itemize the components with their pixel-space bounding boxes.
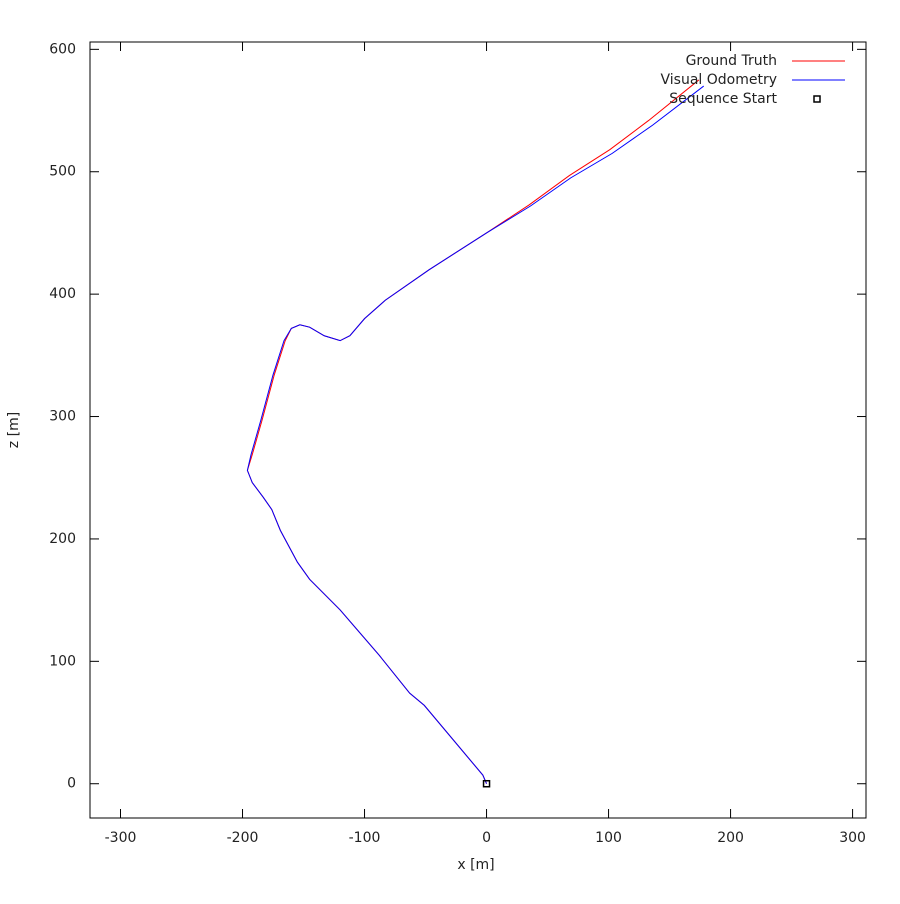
- x-tick-label: 200: [717, 830, 744, 846]
- legend-label: Ground Truth: [686, 53, 777, 69]
- y-tick-label: 400: [49, 286, 76, 302]
- trajectory-line: [246, 79, 700, 784]
- x-tick-label: 100: [595, 830, 622, 846]
- plot-frame: [89, 41, 867, 819]
- legend-label: Sequence Start: [669, 91, 777, 107]
- legend-label: Visual Odometry: [661, 72, 778, 88]
- y-tick-label: 200: [49, 531, 76, 547]
- x-tick-label: -100: [349, 830, 381, 846]
- start-marker: [482, 779, 491, 788]
- x-tick-label: 0: [482, 830, 491, 846]
- y-tick-label: 100: [49, 653, 76, 669]
- y-axis-label: z [m]: [6, 412, 22, 448]
- legend-marker: [813, 95, 821, 103]
- x-tick-label: 300: [839, 830, 866, 846]
- y-tick-label: 500: [49, 164, 76, 180]
- trajectory-line: [246, 85, 705, 784]
- x-axis-label: x [m]: [457, 857, 494, 873]
- y-tick-label: 0: [67, 776, 76, 792]
- y-tick-label: 300: [49, 409, 76, 425]
- y-tick-label: 600: [49, 41, 76, 57]
- x-tick-label: -300: [105, 830, 137, 846]
- x-tick-label: -200: [227, 830, 259, 846]
